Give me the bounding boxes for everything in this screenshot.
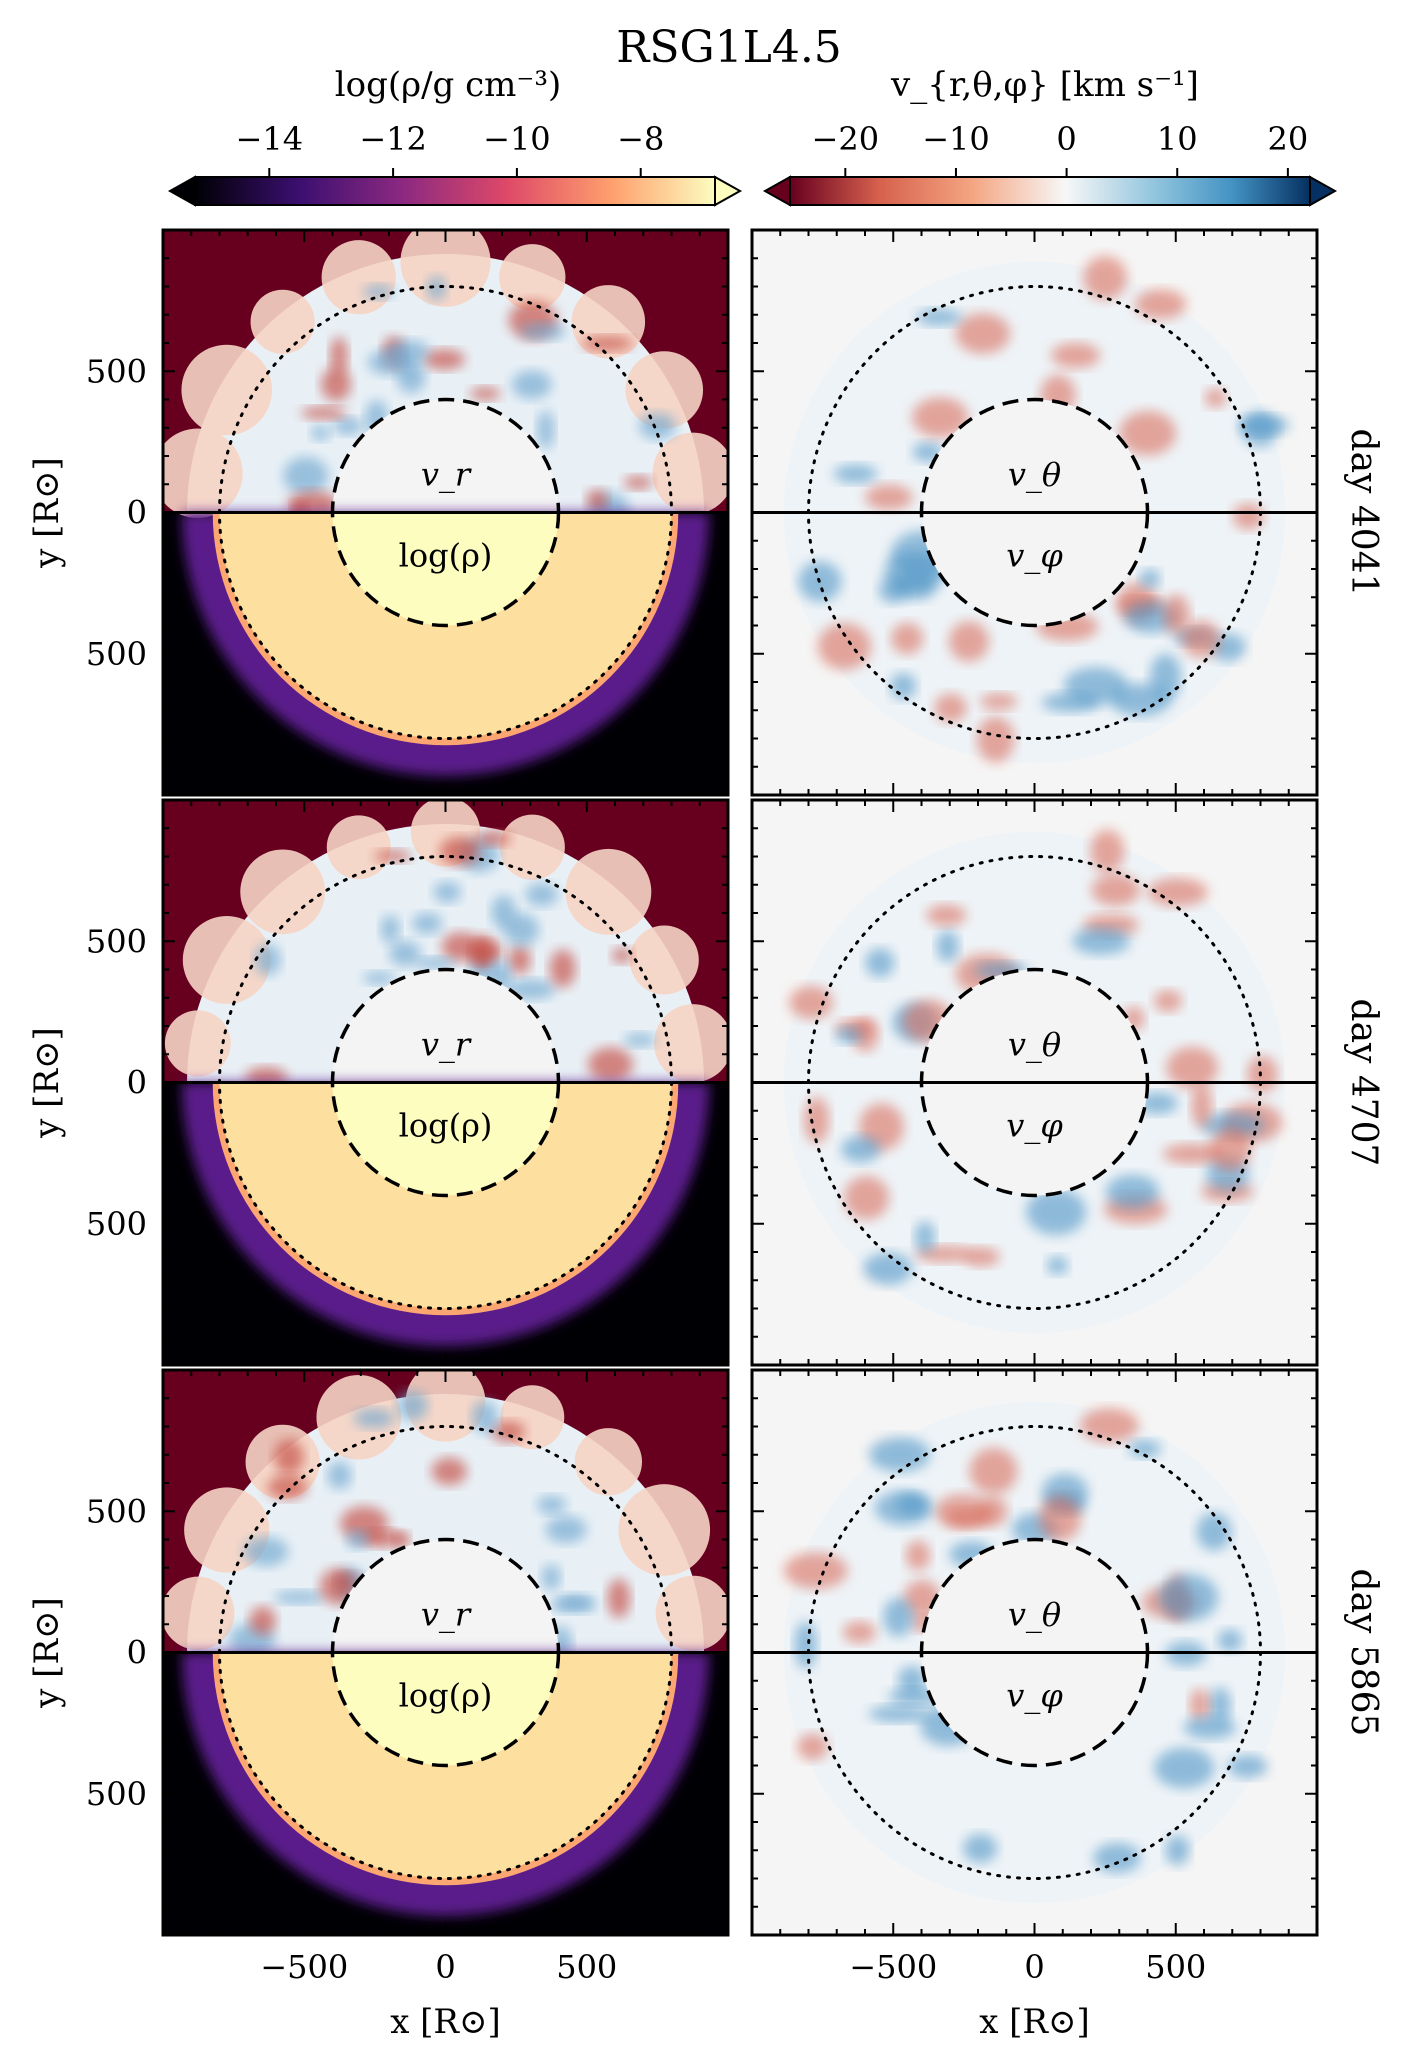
density-panel-3: v_r log(ρ) 500 0 500 y [R⊙] −500 0 500 x [R⊙]	[27, 1368, 730, 2042]
x-tick-label: 0	[1024, 1948, 1044, 1986]
panel-annotation-top: v_θ	[1008, 456, 1061, 494]
velocity-panel-3: v_θ v_φ day 5865 −500 0 500 x [R⊙]	[750, 1368, 1384, 2042]
colorbar-velocity-tick-label: −10	[922, 120, 990, 158]
colorbar-density-max-arrow	[714, 175, 743, 207]
y-tick-label: 500	[86, 1205, 147, 1243]
y-tick-label: 500	[86, 352, 147, 390]
colorbar-density-min-arrow	[167, 175, 196, 207]
y-tick-label: 0	[127, 1634, 147, 1672]
colorbar-density-tick-label: −14	[236, 120, 304, 158]
day-label: day 5865	[1343, 1569, 1384, 1737]
x-tick-label: 0	[435, 1948, 455, 1986]
panel-annotation-top: v_r	[421, 456, 472, 494]
panel-annotation-bottom: log(ρ)	[399, 1677, 493, 1715]
panel-annotation-bottom: v_φ	[1006, 1107, 1063, 1145]
velocity-panel-1: v_θ v_φ day 4041	[750, 228, 1384, 797]
colorbar-velocity-min-arrow	[762, 175, 791, 207]
colorbar-velocity-tick-label: −20	[812, 120, 880, 158]
panel-image	[163, 230, 728, 795]
colorbar-density-bar	[194, 176, 716, 206]
day-label: day 4041	[1343, 429, 1384, 597]
panel-annotation-top: v_θ	[1008, 1596, 1061, 1634]
x-tick-label: −500	[260, 1948, 348, 1986]
colorbar-density-label: log(ρ/g cm⁻³)	[335, 65, 562, 105]
x-axis-label: x [R⊙]	[390, 2002, 501, 2042]
panel-annotation-bottom: log(ρ)	[399, 537, 493, 575]
colorbar-density-tick-label: −8	[617, 120, 664, 158]
colorbar-velocity-tick-label: 10	[1157, 120, 1198, 158]
day-label: day 4707	[1343, 999, 1384, 1167]
panel-annotation-top: v_r	[421, 1026, 472, 1064]
colorbar-velocity: −20 −10 0 10 20	[762, 120, 1338, 207]
y-tick-label: 500	[86, 922, 147, 960]
density-envelope	[181, 1652, 710, 1917]
y-tick-label: 500	[86, 635, 147, 673]
density-envelope	[181, 512, 710, 777]
panel-annotation-top: v_θ	[1008, 1026, 1061, 1064]
y-tick-label: 500	[86, 1775, 147, 1813]
panel-image	[163, 800, 728, 1365]
y-axis-label: y [R⊙]	[27, 457, 67, 569]
panel-image	[163, 1370, 728, 1935]
x-tick-label: 500	[556, 1948, 617, 1986]
y-tick-label: 0	[127, 1064, 147, 1102]
density-panel-1: v_r log(ρ) 500 0 500 y [R⊙]	[27, 228, 730, 797]
colorbar-density: −14 −12 −10 −8	[167, 120, 743, 207]
density-panel-2: v_r log(ρ) 500 0 500 y [R⊙]	[27, 798, 730, 1367]
x-tick-label: 500	[1145, 1948, 1206, 1986]
y-tick-label: 0	[127, 494, 147, 532]
vr-envelope	[163, 1370, 728, 1659]
colorbar-velocity-label: v_{r,θ,φ} [km s⁻¹]	[890, 65, 1199, 105]
panel-annotation-bottom: v_φ	[1006, 537, 1063, 575]
velocity-panel-2: v_θ v_φ day 4707	[750, 798, 1384, 1367]
colorbar-density-tick-label: −12	[359, 120, 427, 158]
y-axis-label: y [R⊙]	[27, 1027, 67, 1139]
density-envelope	[181, 1082, 710, 1347]
colorbar-velocity-tick-label: 20	[1268, 120, 1309, 158]
colorbar-velocity-bar	[789, 176, 1311, 206]
colorbar-density-tick-label: −10	[483, 120, 551, 158]
figure-title: RSG1L4.5	[616, 22, 842, 73]
panel-annotation-bottom: log(ρ)	[399, 1107, 493, 1145]
colorbar-velocity-tick-label: 0	[1056, 120, 1076, 158]
x-tick-label: −500	[849, 1948, 937, 1986]
x-axis-label: x [R⊙]	[979, 2002, 1090, 2042]
y-tick-label: 500	[86, 1492, 147, 1530]
panel-annotation-bottom: v_φ	[1006, 1677, 1063, 1715]
panel-annotation-top: v_r	[421, 1596, 472, 1634]
colorbar-velocity-max-arrow	[1309, 175, 1338, 207]
y-axis-label: y [R⊙]	[27, 1597, 67, 1709]
